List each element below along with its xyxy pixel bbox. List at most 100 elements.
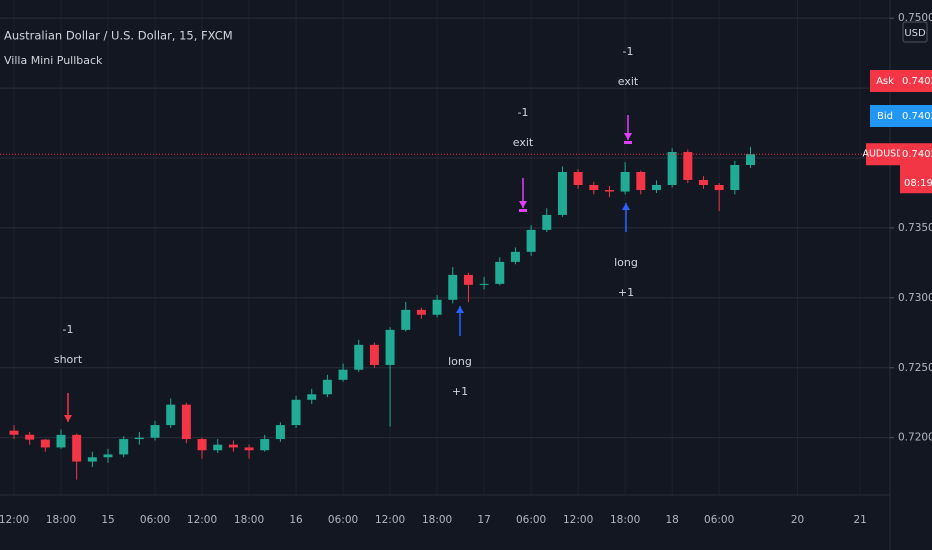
countdown: 08:19 xyxy=(904,178,932,189)
candle-body xyxy=(620,171,630,192)
candle-body xyxy=(9,430,19,435)
x-tick-label: 18:00 xyxy=(422,514,452,526)
candle-body xyxy=(103,454,113,458)
candle-body xyxy=(181,404,191,440)
candle-body xyxy=(479,283,489,285)
x-tick-label: 18 xyxy=(665,514,678,526)
order-text: -1 xyxy=(518,106,529,119)
x-tick-label: 15 xyxy=(101,514,114,526)
candle-body xyxy=(604,190,614,192)
candle-body xyxy=(698,179,708,185)
candle-body xyxy=(275,425,285,440)
price-badge-label: Ask xyxy=(876,76,894,87)
candle-body xyxy=(291,399,301,426)
candle-body xyxy=(56,434,66,448)
candle-body xyxy=(730,165,740,191)
candle-body xyxy=(667,151,677,185)
candle-body xyxy=(72,434,82,462)
order-arrow-head xyxy=(624,133,632,140)
order-arrow-head xyxy=(622,203,630,210)
order-arrow-head xyxy=(64,415,72,422)
candle-body xyxy=(432,299,442,315)
order-text: -1 xyxy=(63,323,74,336)
candle-body xyxy=(244,447,254,451)
candle-body xyxy=(150,425,160,438)
order-bar xyxy=(519,209,527,212)
chart-title: Australian Dollar / U.S. Dollar, 15, FXC… xyxy=(4,29,233,43)
price-badge-bg xyxy=(900,70,932,92)
candle-body xyxy=(134,437,144,440)
candle-body xyxy=(463,274,473,285)
candle-body xyxy=(683,151,693,180)
candle-body xyxy=(40,439,50,448)
order-text: +1 xyxy=(452,385,468,398)
price-badge-label-bg xyxy=(870,105,900,127)
candle-body xyxy=(542,214,552,230)
order-text: long xyxy=(448,355,472,368)
candle-body xyxy=(745,154,755,165)
candle-body xyxy=(589,184,599,191)
candle-body xyxy=(636,171,646,191)
order-text: long xyxy=(614,256,638,269)
price-badge-label: Bid xyxy=(877,111,893,122)
candle-body xyxy=(573,171,583,185)
order-text: exit xyxy=(618,75,639,88)
x-tick-label: 06:00 xyxy=(328,514,358,526)
candle-body xyxy=(401,309,411,330)
candle-body xyxy=(87,457,97,462)
candle-body xyxy=(526,229,536,252)
price-badge-label-bg xyxy=(870,70,900,92)
candle-body xyxy=(307,394,317,400)
candle-body xyxy=(385,329,395,365)
candle-body xyxy=(714,184,724,191)
x-tick-label: 06:00 xyxy=(140,514,170,526)
plot-area xyxy=(0,0,890,495)
x-tick-label: 06:00 xyxy=(704,514,734,526)
order-text: exit xyxy=(513,136,534,149)
candle-body xyxy=(416,309,426,315)
candle-body xyxy=(369,344,379,365)
currency-box[interactable] xyxy=(902,21,928,43)
candle-body xyxy=(448,274,458,300)
x-tick-label: 21 xyxy=(853,514,866,526)
candle-body xyxy=(197,439,207,451)
candle-body xyxy=(354,344,364,370)
price-badge-value: 0.74027 xyxy=(902,111,932,122)
order-text: -1 xyxy=(623,45,634,58)
candle-body xyxy=(651,184,661,191)
last-badge-bg xyxy=(866,143,900,166)
order-text: short xyxy=(54,353,83,366)
order-arrow-head xyxy=(456,306,464,313)
candle-body xyxy=(338,369,348,380)
price-badge-value: 0.74029 xyxy=(902,76,932,87)
candle-body xyxy=(228,444,238,448)
x-tick-label: 16 xyxy=(289,514,303,526)
x-tick-label: 12:00 xyxy=(563,514,593,526)
candle-body xyxy=(119,439,129,455)
order-text: +1 xyxy=(618,286,634,299)
candle-body xyxy=(557,171,567,215)
last-badge-label: AUDUSD xyxy=(862,149,903,160)
last-badge-value-bg xyxy=(900,143,932,194)
candle-body xyxy=(495,261,505,284)
indicator-name: Villa Mini Pullback xyxy=(4,54,103,67)
candle-body xyxy=(25,434,35,440)
price-badge-bg xyxy=(900,105,932,127)
y-tick-label: 0.75000 xyxy=(898,12,932,24)
candle-body xyxy=(260,439,270,451)
candle-body xyxy=(166,404,176,426)
currency[interactable]: USD xyxy=(904,28,926,39)
x-tick-label: 12:00 xyxy=(375,514,405,526)
x-tick-label: 06:00 xyxy=(516,514,546,526)
candle-body xyxy=(213,444,223,451)
last-badge-value: 0.74027 xyxy=(902,149,932,160)
x-tick-label: 20 xyxy=(791,514,804,526)
x-tick-label: 18:00 xyxy=(46,514,76,526)
x-tick-label: 12:00 xyxy=(187,514,217,526)
candle-body xyxy=(322,379,332,395)
